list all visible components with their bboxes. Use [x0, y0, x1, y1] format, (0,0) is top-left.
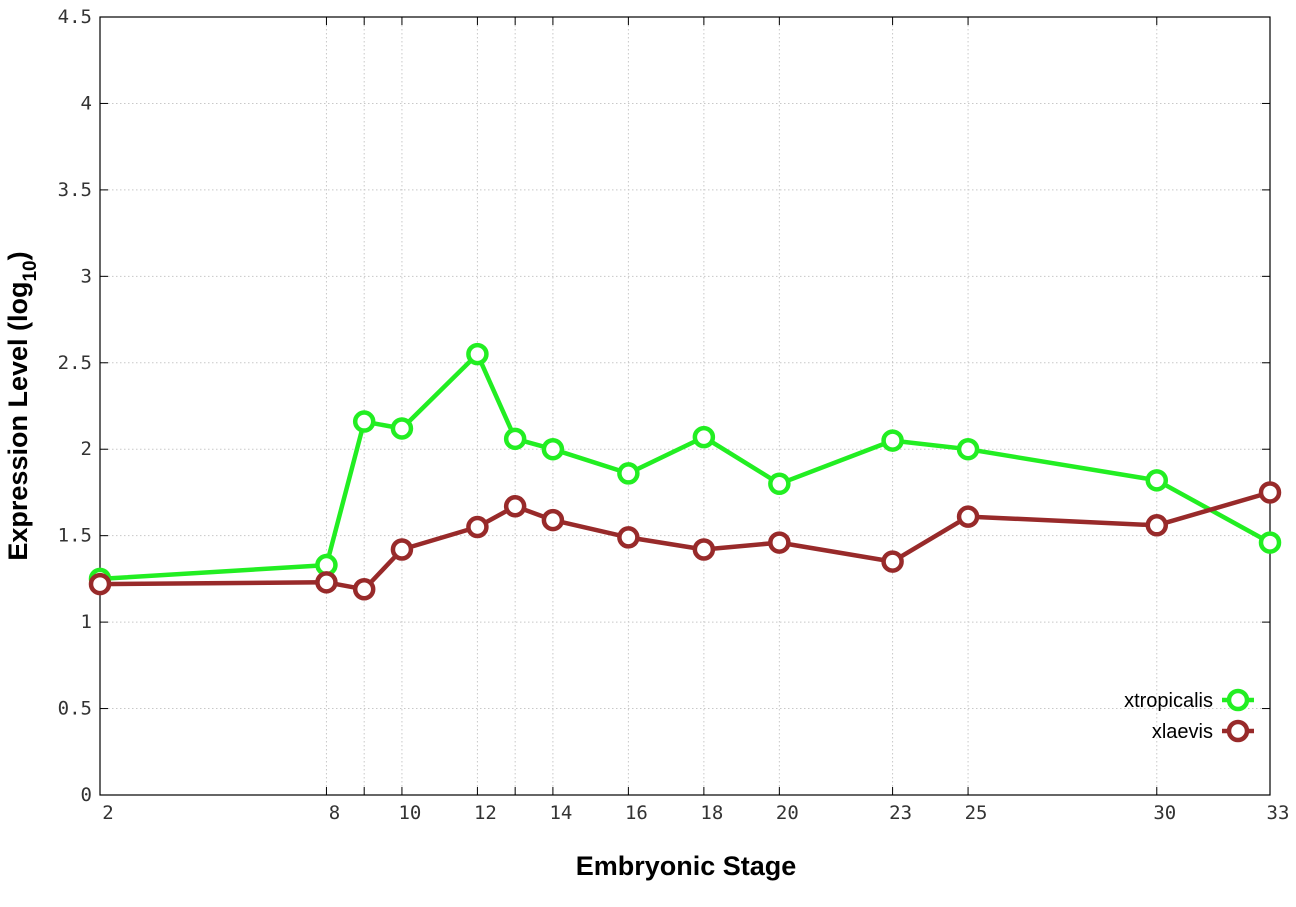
y-tick-label: 4: [81, 92, 92, 114]
y-tick-label: 1: [81, 611, 92, 633]
legend-marker-xlaevis: [1226, 719, 1250, 743]
legend-marker-xtropicalis: [1226, 688, 1250, 712]
x-tick-label: 18: [700, 802, 723, 824]
y-tick-label: 3.5: [58, 179, 92, 201]
y-axis-title: Expression Level (log10): [3, 251, 41, 560]
data-point-xtropicalis: [956, 437, 980, 461]
y-axis-title-suffix: ): [3, 251, 33, 260]
gridlines: [100, 17, 1270, 795]
data-point-xtropicalis: [503, 427, 527, 451]
x-tick-label: 25: [965, 802, 988, 824]
x-tick-label: 16: [625, 802, 648, 824]
data-point-xlaevis: [956, 505, 980, 528]
x-tick-label: 33: [1267, 802, 1290, 824]
x-tick-label: 12: [474, 802, 497, 824]
y-tick-label: 4.5: [58, 6, 92, 28]
x-tick-label: 8: [329, 802, 340, 824]
x-tick-label: 10: [398, 802, 421, 824]
legend: xtropicalis xlaevis: [1124, 688, 1254, 743]
data-point-xtropicalis: [352, 410, 376, 433]
y-axis-title-main: Expression Level (log: [3, 282, 33, 561]
data-point-xtropicalis: [617, 462, 640, 485]
data-point-xtropicalis: [768, 472, 791, 496]
series-lines: [88, 342, 1282, 601]
y-tick-label: 0: [81, 784, 92, 806]
data-point-xlaevis: [503, 495, 527, 518]
data-point-xtropicalis: [466, 342, 489, 366]
data-point-xtropicalis: [881, 429, 904, 452]
y-axis-title-subscript: 10: [20, 260, 41, 281]
x-tick-label: 30: [1153, 802, 1176, 824]
y-tick-label: 2: [81, 438, 92, 460]
x-tick-label: 14: [549, 802, 572, 824]
data-point-xtropicalis: [1258, 531, 1282, 554]
data-point-xlaevis: [88, 572, 112, 596]
series-line-xlaevis: [99, 490, 1271, 592]
x-tick-label: 23: [889, 802, 912, 824]
axis-ticks: 0 0.5 1 1.5 2 2.5 3 3.5 4 4.5 2 8 10 12 14 16 18 20 23 25 30…: [58, 6, 1290, 824]
data-point-xlaevis: [541, 508, 565, 532]
data-point-xtropicalis: [390, 417, 414, 440]
data-point-xlaevis: [390, 538, 414, 561]
x-tick-label: 20: [776, 802, 799, 824]
x-tick-label: 2: [102, 802, 113, 824]
data-point-xlaevis: [881, 550, 904, 573]
y-tick-label: 3: [81, 265, 92, 287]
data-point-xlaevis: [315, 571, 338, 594]
data-point-xlaevis: [1258, 481, 1282, 504]
plot-frame: [99, 16, 1271, 796]
data-point-xlaevis: [768, 531, 791, 554]
data-point-xlaevis: [1145, 514, 1169, 537]
data-point-xlaevis: [692, 538, 716, 561]
data-point-xlaevis: [466, 515, 489, 539]
y-tick-label: 0.5: [58, 698, 92, 720]
data-point-xtropicalis: [692, 425, 716, 449]
data-point-xlaevis: [617, 526, 640, 549]
y-tick-label: 1.5: [58, 525, 92, 547]
data-point-xtropicalis: [1145, 469, 1169, 492]
y-tick-label: 2.5: [58, 352, 92, 374]
legend-label-xtropicalis: xtropicalis: [1124, 690, 1213, 712]
data-point-xlaevis: [352, 578, 376, 601]
x-axis-title: Embryonic Stage: [576, 851, 797, 881]
legend-label-xlaevis: xlaevis: [1152, 721, 1213, 743]
data-point-xtropicalis: [541, 437, 565, 461]
